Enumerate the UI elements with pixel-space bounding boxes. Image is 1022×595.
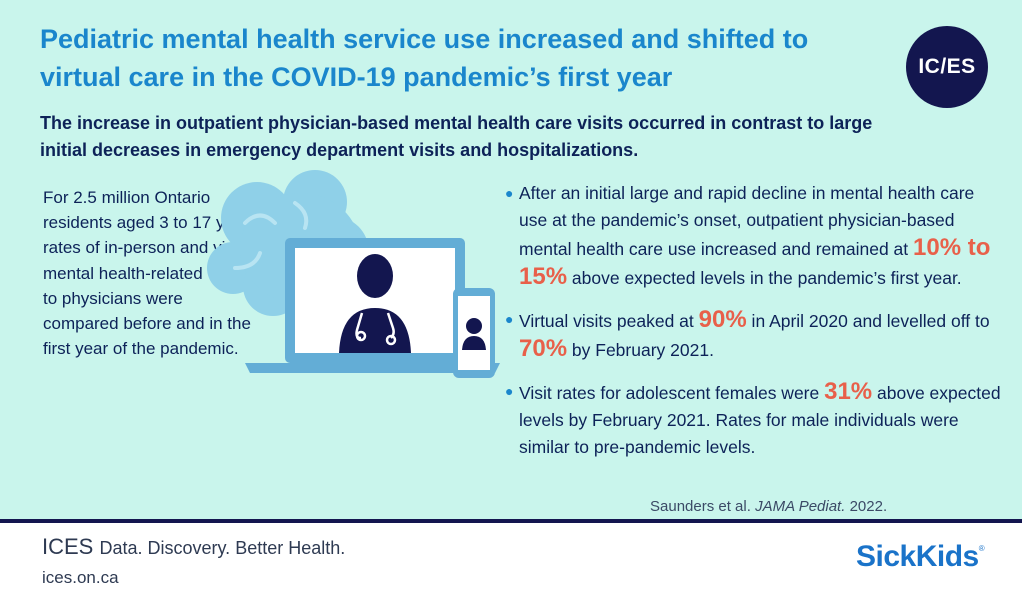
highlight-value: 70%	[519, 335, 568, 362]
citation: Saunders et al. JAMA Pediat. 2022.	[650, 498, 888, 515]
telehealth-illustration	[207, 170, 500, 378]
highlight-value: 10% to 15%	[519, 234, 991, 290]
finding-item: ● After an initial large and rapid decli…	[505, 180, 1005, 292]
brand-tagline: Data. Discovery. Better Health.	[99, 538, 346, 558]
highlight-value: 90%	[698, 306, 747, 333]
finding-item: ● Virtual visits peaked at 90% in April …	[505, 306, 990, 362]
bullet-icon: ●	[505, 185, 514, 201]
footer-brand: ICES Data. Discovery. Better Health.	[42, 534, 345, 560]
bullet-icon: ●	[505, 311, 514, 327]
intro-text: For 2.5 million Ontario residents aged 3…	[43, 188, 263, 359]
bullet-icon: ●	[505, 383, 514, 399]
ices-logo: IC/ES	[906, 26, 988, 108]
page-subtitle: The increase in outpatient physician-bas…	[40, 113, 873, 160]
stethoscope-icon	[355, 312, 397, 346]
highlight-value: 31%	[824, 378, 873, 405]
finding-item: ● Visit rates for adolescent females wer…	[505, 378, 1001, 457]
brand-name: ICES	[42, 534, 94, 559]
content-panel	[0, 0, 1022, 522]
patient-icon	[462, 318, 486, 350]
doctor-icon	[339, 254, 411, 353]
website-link[interactable]: ices.on.ca	[42, 568, 119, 587]
findings-list: ● After an initial large and rapid decli…	[505, 180, 1005, 475]
sickkids-logo: SickKids®	[856, 540, 985, 573]
page-title: Pediatric mental health service use incr…	[40, 24, 809, 92]
footer-divider	[0, 519, 1022, 523]
